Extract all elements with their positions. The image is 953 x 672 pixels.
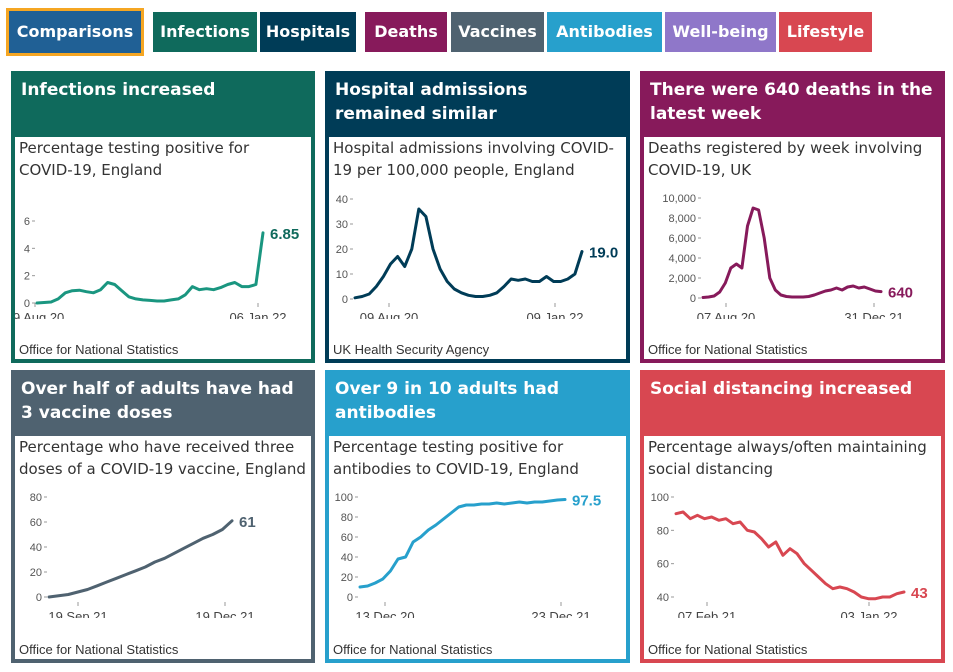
y-tick-label: 40	[657, 592, 669, 604]
y-tick-label: 40	[30, 542, 42, 554]
y-tick-label: 20	[30, 567, 42, 579]
x-tick-label: 19 Sep 21	[48, 609, 107, 618]
tab-antibodies[interactable]: Antibodies	[547, 12, 662, 52]
latest-value-label: 19.0	[589, 245, 618, 262]
card-title: Over half of adults have had 3 vaccine d…	[15, 374, 311, 436]
series-line	[701, 206, 883, 299]
latest-value-label: 97.5	[572, 493, 601, 510]
series-line	[35, 231, 265, 305]
y-tick-label: 8,000	[668, 213, 696, 225]
antibodies-card[interactable]: Over 9 in 10 adults had antibodies Perce…	[325, 370, 630, 663]
card-subtitle: Percentage who have received three doses…	[19, 438, 306, 478]
y-tick-label: 80	[30, 492, 42, 504]
tab-well-being[interactable]: Well-being	[665, 12, 776, 52]
card-source: Office for National Statistics	[19, 642, 179, 657]
hospitals-card[interactable]: Hospital admissions remained similar Hos…	[325, 71, 630, 363]
x-tick-label: 09 Aug 20	[360, 310, 419, 319]
y-tick-label: 0	[24, 298, 30, 310]
x-tick-label: 03 Jan 22	[840, 609, 897, 618]
card-source: Office for National Statistics	[19, 342, 179, 357]
y-tick-label: 80	[657, 525, 669, 537]
x-tick-label: 09 Jan 22	[526, 310, 583, 319]
tab-comparisons[interactable]: Comparisons	[6, 8, 144, 56]
vaccines-card[interactable]: Over half of adults have had 3 vaccine d…	[11, 370, 315, 663]
card-subtitle: Percentage testing positive for COVID-19…	[19, 139, 250, 179]
latest-value-label: 640	[888, 285, 913, 302]
y-tick-label: 60	[657, 559, 669, 571]
series-line	[353, 207, 584, 300]
card-subtitle: Hospital admissions involving COVID-19 p…	[333, 139, 614, 179]
lifestyle-chart: 40 60 80 100 07 Feb 21 03 Jan 22 43	[651, 492, 928, 618]
tab-hospitals[interactable]: Hospitals	[260, 12, 356, 52]
y-tick-label: 6	[24, 216, 30, 228]
hospitals-chart: 0 10 20 30 40 09 Aug 20 09 Jan 22 19.0	[336, 194, 618, 319]
tab-infections[interactable]: Infections	[153, 12, 257, 52]
y-tick-label: 4,000	[668, 253, 696, 265]
tab-deaths[interactable]: Deaths	[365, 12, 447, 52]
series-line	[47, 519, 234, 599]
y-tick-label: 100	[335, 492, 353, 504]
deaths-card[interactable]: There were 640 deaths in the latest week…	[640, 71, 945, 363]
card-title: Social distancing increased	[644, 374, 941, 436]
y-tick-label: 10,000	[662, 193, 696, 205]
card-title: Over 9 in 10 adults had antibodies	[329, 374, 626, 436]
tab-vaccines[interactable]: Vaccines	[451, 12, 544, 52]
y-tick-label: 4	[24, 243, 30, 255]
y-tick-label: 0	[347, 592, 353, 604]
card-subtitle: Percentage testing positive for antibodi…	[333, 438, 579, 478]
y-tick-label: 80	[341, 512, 353, 524]
x-tick-label: 13 Dec 20	[355, 609, 414, 618]
y-tick-label: 20	[341, 572, 353, 584]
x-tick-label: 23 Dec 21	[531, 609, 590, 618]
x-tick-label: 31 Dec 21	[844, 310, 903, 319]
card-subtitle: Deaths registered by week involving COVI…	[648, 139, 923, 179]
deaths-chart: 0 2,000 4,000 6,000 8,000 10,000 07 Aug 20 31 D…	[662, 193, 913, 319]
card-source: Office for National Statistics	[648, 642, 808, 657]
x-tick-label: 06 Jan 22	[229, 310, 286, 319]
infections-chart: 0 2 4 6 09 Aug 20 06 Jan 22 6.85	[15, 216, 299, 319]
latest-value-label: 43	[911, 585, 928, 602]
latest-value-label: 61	[239, 514, 256, 531]
y-tick-label: 100	[651, 492, 669, 504]
y-tick-label: 60	[30, 517, 42, 529]
y-tick-label: 30	[336, 219, 348, 231]
y-tick-label: 2	[24, 271, 30, 283]
series-line	[358, 498, 567, 589]
y-tick-label: 6,000	[668, 233, 696, 245]
x-tick-label: 07 Feb 21	[678, 609, 737, 618]
card-title: Hospital admissions remained similar	[329, 75, 626, 137]
x-tick-label: 19 Dec 21	[195, 609, 254, 618]
x-tick-label: 07 Aug 20	[697, 310, 756, 319]
lifestyle-card[interactable]: Social distancing increased Percentage a…	[640, 370, 945, 663]
infections-card[interactable]: Infections increased Percentage testing …	[11, 71, 315, 363]
x-tick-label: 09 Aug 20	[15, 310, 64, 319]
vaccines-chart: 0 20 40 60 80 19 Sep 21 19 Dec 21 61	[30, 492, 256, 618]
y-tick-label: 0	[342, 294, 348, 306]
y-tick-label: 2,000	[668, 273, 696, 285]
y-tick-label: 0	[36, 592, 42, 604]
card-source: UK Health Security Agency	[333, 342, 490, 357]
y-tick-label: 40	[341, 552, 353, 564]
y-tick-label: 60	[341, 532, 353, 544]
card-title: Infections increased	[15, 75, 311, 137]
card-source: Office for National Statistics	[333, 642, 493, 657]
antibodies-chart: 0 20 40 60 80 100 13 Dec 20 23 Dec 21 97.5	[335, 492, 602, 618]
tab-lifestyle[interactable]: Lifestyle	[779, 12, 872, 52]
card-title: There were 640 deaths in the latest week	[644, 75, 941, 137]
latest-value-label: 6.85	[270, 226, 299, 243]
card-subtitle: Percentage always/often maintaining soci…	[648, 438, 927, 478]
series-line	[674, 510, 906, 601]
card-source: Office for National Statistics	[648, 342, 808, 357]
y-tick-label: 40	[336, 194, 348, 206]
y-tick-label: 10	[336, 269, 348, 281]
y-tick-label: 20	[336, 244, 348, 256]
y-tick-label: 0	[690, 293, 696, 305]
